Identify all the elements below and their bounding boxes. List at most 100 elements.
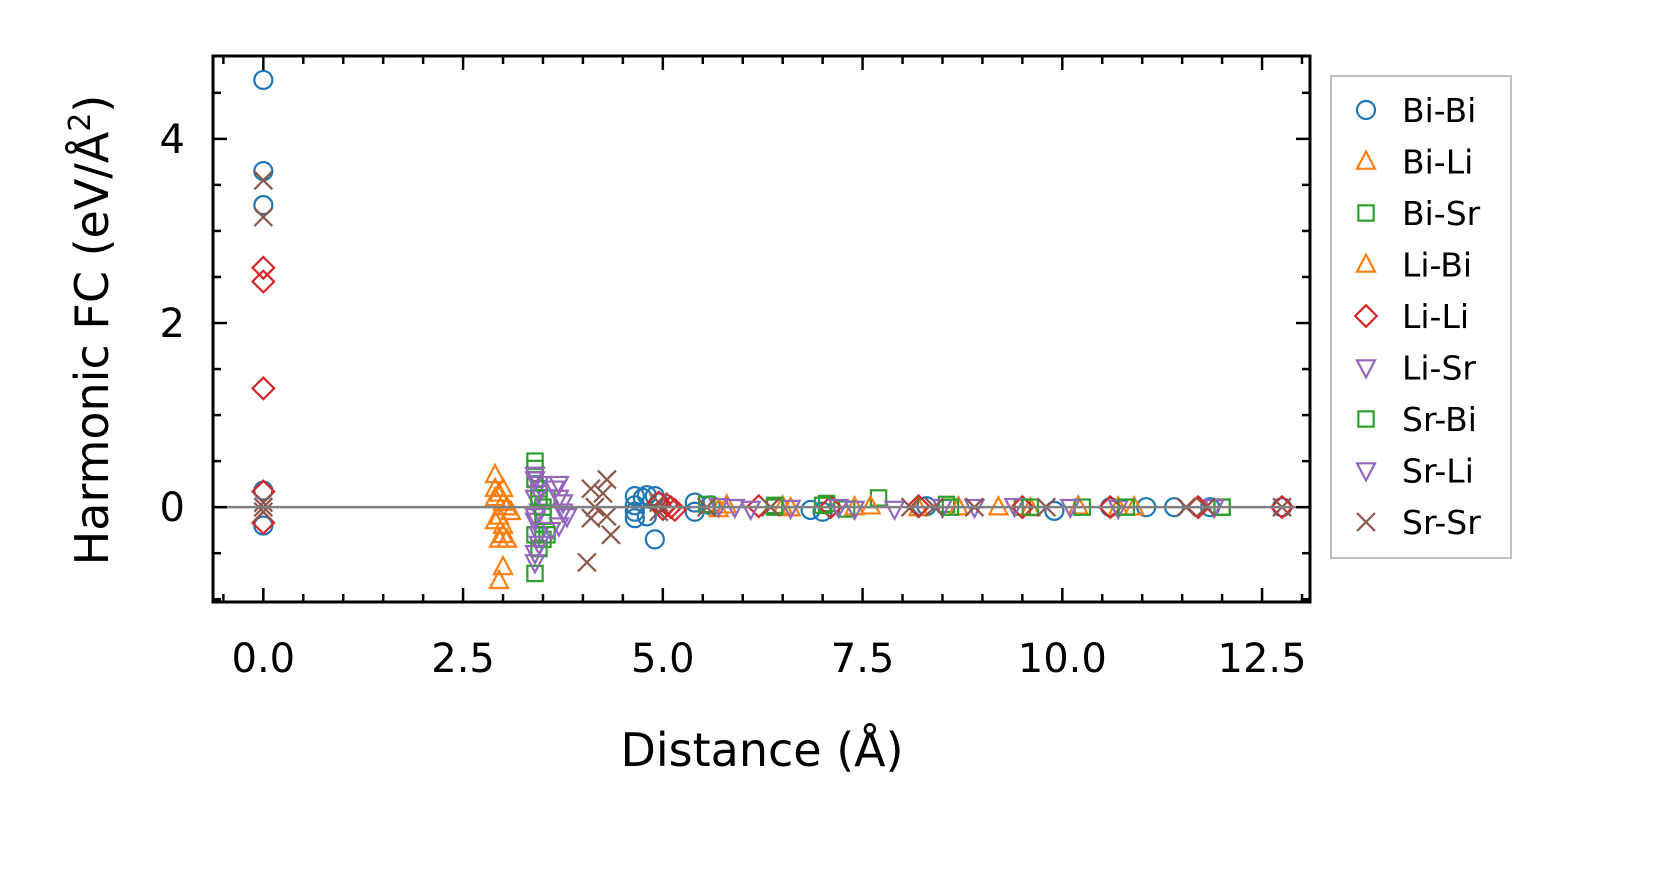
data-point (524, 471, 546, 492)
data-point (649, 492, 669, 513)
data-point (715, 493, 738, 514)
series-sr-bi (530, 489, 1231, 544)
data-point (684, 492, 705, 513)
data-point (253, 160, 274, 182)
y-axis-label: Harmonic FC (eV/Å2) (63, 95, 119, 566)
legend-marker-icon (1355, 462, 1377, 483)
data-point (581, 508, 601, 528)
data-point (253, 501, 274, 522)
legend-marker-icon (1355, 252, 1377, 273)
data-point (593, 483, 613, 504)
data-point (739, 500, 762, 522)
data-point (488, 568, 510, 590)
data-point (552, 503, 574, 525)
data-point (597, 506, 617, 527)
tick-labels: 0.0 2.5 5.0 7.5 10.0 12.5 0 2 4 (160, 117, 1307, 682)
data-point (500, 499, 522, 521)
data-point (1097, 494, 1123, 520)
data-point (484, 476, 506, 498)
data-point (253, 207, 274, 227)
series-li-li (250, 255, 1295, 536)
data-point (1059, 498, 1082, 520)
data-point (1269, 494, 1295, 520)
x-tick-label: 5.0 (631, 636, 695, 682)
data-point (556, 508, 578, 529)
legend-marker-icon (1355, 99, 1377, 121)
data-point (1044, 500, 1065, 521)
legend-item-li-li: Li-Li (1353, 297, 1469, 336)
legend-item-sr-li: Sr-Li (1355, 452, 1474, 491)
data-point (488, 481, 510, 502)
data-point (698, 495, 716, 514)
legend-item-li-bi: Li-Bi (1355, 246, 1472, 285)
data-point (646, 490, 672, 515)
y-tick-label: 4 (160, 117, 185, 163)
legend-marker-icon (1356, 512, 1376, 532)
data-point (644, 529, 665, 550)
data-point (548, 475, 570, 497)
legend-item-bi-sr: Bi-Sr (1357, 194, 1481, 233)
legend-label: Bi-Li (1402, 143, 1473, 182)
data-point (253, 492, 274, 513)
data-point (817, 494, 836, 513)
data-point (496, 494, 518, 516)
plot-frame (211, 54, 1312, 604)
series-sr-li (524, 471, 1225, 575)
data-point (581, 478, 601, 499)
data-point (548, 489, 570, 511)
data-point (843, 500, 866, 522)
data-point (624, 508, 645, 529)
legend-item-sr-bi: Sr-Bi (1357, 400, 1477, 439)
y-tick-label: 2 (160, 301, 185, 347)
legend-marker-icon (1353, 303, 1379, 329)
legend-item-sr-sr: Sr-Sr (1356, 503, 1481, 542)
legend-label: Bi-Bi (1402, 91, 1476, 130)
series-bi-bi (253, 69, 1293, 550)
legend-item-bi-li: Bi-Li (1355, 143, 1473, 182)
data-point (253, 170, 274, 191)
legend-marker-icon (1355, 359, 1377, 380)
data-point (859, 493, 882, 515)
legend-label: Bi-Sr (1402, 194, 1481, 233)
axis-ticks (213, 56, 1310, 602)
data-point (987, 494, 1010, 516)
legend-item-li-sr: Li-Sr (1355, 349, 1476, 388)
x-tick-label: 7.5 (831, 636, 895, 682)
legend-item-bi-bi: Bi-Bi (1355, 91, 1476, 130)
data-point (577, 552, 597, 573)
data-point (250, 376, 276, 401)
legend-label: Li-Bi (1402, 246, 1472, 285)
data-point (963, 498, 986, 520)
data-point (906, 493, 931, 519)
data-point (601, 525, 621, 545)
data-point (818, 494, 843, 520)
series-sr-sr (253, 170, 1292, 573)
legend-label: Li-Li (1402, 297, 1469, 336)
data-point (883, 500, 906, 522)
data-point (540, 521, 562, 543)
data-point (649, 501, 669, 522)
data-point (492, 513, 514, 534)
data-point (723, 498, 746, 520)
legend-marker-icon (1355, 149, 1377, 170)
data-point (250, 255, 276, 281)
data-point (496, 527, 518, 548)
x-axis-label: Distance (Å) (620, 723, 903, 777)
data-point (492, 554, 514, 576)
data-point (1010, 494, 1035, 520)
legend: Bi-Bi Bi-Li Bi-Sr Li-Bi Li-Li Li-Sr Sr-Bi Sr-Li… (1330, 75, 1512, 559)
series-bi-sr (526, 452, 1231, 583)
data-point (827, 498, 850, 520)
legend-marker-icon (1357, 204, 1375, 222)
data-point (492, 522, 514, 544)
data-point (552, 494, 574, 515)
data-point (779, 499, 802, 521)
data-point (250, 269, 276, 294)
y-tick-label: 0 (160, 485, 185, 531)
data-point (597, 469, 617, 490)
data-point (813, 496, 832, 515)
x-tick-label: 10.0 (1018, 636, 1107, 682)
legend-label: Sr-Bi (1402, 400, 1477, 439)
legend-label: Sr-Li (1402, 452, 1474, 491)
